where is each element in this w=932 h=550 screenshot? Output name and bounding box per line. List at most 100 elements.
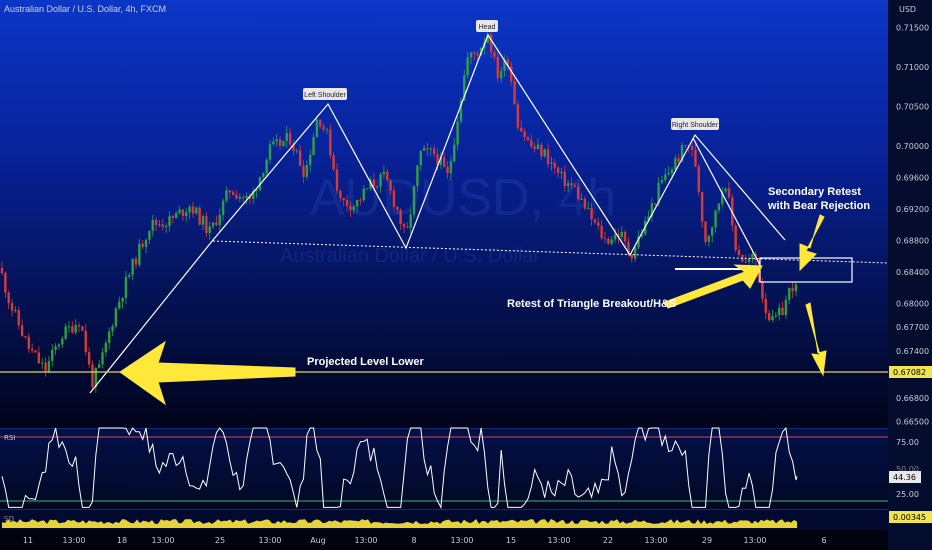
hs-pattern-line (89, 33, 786, 394)
time-tick-label: 13:00 (644, 536, 667, 545)
candle-body (24, 336, 27, 338)
candle-body (788, 287, 791, 300)
candle-body (104, 342, 108, 353)
candle-body (228, 190, 231, 193)
candle-body (603, 238, 607, 240)
candle-body (516, 104, 520, 128)
candle-body (67, 326, 71, 328)
secondary-retest-label-1: Secondary Retest (768, 186, 861, 198)
time-tick-label: 6 (821, 536, 826, 545)
indicator-area (2, 519, 797, 528)
candle-body (258, 176, 262, 191)
candle-body (711, 227, 714, 236)
price-tick-label: 0.66500 (896, 418, 929, 427)
candle-body (774, 315, 778, 317)
candle-body (677, 158, 680, 162)
svg-text:Left Shoulder: Left Shoulder (304, 92, 346, 99)
candle-body (570, 183, 573, 186)
candle-body (84, 330, 87, 353)
candle-body (476, 53, 479, 56)
candle-body (543, 149, 546, 157)
candle-body (292, 144, 295, 151)
projected-level-label: Projected Level Lower (307, 356, 424, 368)
candle-body (51, 349, 54, 361)
candle-body (91, 364, 94, 388)
candle-body (369, 179, 372, 189)
price-axis-ticks: 0.71500 0.71000 0.70500 0.70000 0.69600 0.692… (896, 24, 929, 427)
candle-body (74, 325, 77, 333)
candle-body (778, 307, 781, 316)
candle-body (523, 131, 526, 138)
candle-body (600, 225, 603, 239)
candle-body (623, 231, 627, 242)
time-tick-label: 18 (117, 536, 127, 545)
candle-body (4, 272, 7, 293)
candle-body (101, 352, 104, 365)
candle-body (667, 173, 670, 175)
candle-body (108, 331, 111, 343)
price-tick-label: 0.66800 (896, 394, 929, 403)
candle-body (148, 230, 151, 240)
candle-body (124, 276, 128, 298)
candle-body (0, 267, 4, 273)
candle-body (325, 129, 329, 131)
candle-body (208, 226, 211, 233)
candle-body (128, 274, 131, 277)
candle-body (566, 183, 570, 187)
candle-body (697, 166, 700, 192)
candle-body (419, 150, 422, 166)
candle-body (305, 164, 309, 177)
candle-body (138, 243, 141, 265)
candle-body (355, 199, 359, 207)
candle-body (97, 364, 101, 368)
candle-body (94, 367, 97, 388)
candle-body (499, 70, 503, 79)
candle-body (714, 210, 717, 228)
candle-body (248, 195, 252, 199)
candle-body (315, 119, 319, 138)
candle-body (392, 190, 396, 207)
time-axis-labels: 11 13:00 18 13:00 25 13:00 Aug 13:00 8 13:00 15 13:… (23, 536, 827, 545)
candle-body (794, 284, 798, 292)
candle-body (536, 144, 540, 149)
annotation-arrows (119, 214, 827, 406)
candle-body (231, 192, 235, 195)
candle-body (10, 303, 14, 311)
candle-body (54, 346, 57, 350)
rsi-tick-middle: 50.00 (896, 465, 919, 474)
neckline (212, 240, 889, 264)
candle-body (513, 81, 516, 105)
candle-body (402, 224, 406, 227)
price-tick-label: 0.70500 (896, 102, 929, 111)
candle-body (71, 326, 74, 333)
candle-body (751, 254, 754, 259)
time-tick-label: 13:00 (450, 536, 473, 545)
candle-body (61, 338, 64, 345)
candle-body (510, 66, 513, 82)
candle-body (406, 226, 409, 228)
label-left-shoulder: Left Shoulder (303, 88, 347, 100)
candle-body (553, 162, 556, 168)
candle-body (242, 196, 245, 198)
candle-body (118, 301, 121, 309)
candle-body (727, 188, 731, 198)
svg-text:0.00345: 0.00345 (893, 513, 926, 522)
candle-body (560, 171, 563, 174)
candle-body (372, 179, 376, 187)
candle-body (436, 154, 439, 165)
candle-body (540, 144, 543, 157)
watermark-description: Australian Dollar / U.S. Dollar (280, 245, 540, 267)
candle-body (416, 165, 419, 187)
candle-body (178, 209, 181, 214)
price-tick-label: 0.71500 (896, 24, 929, 33)
candle-body (613, 234, 617, 240)
candle-body (131, 258, 134, 275)
currency-label: USD (899, 5, 916, 14)
price-tick-label: 0.69600 (896, 173, 929, 182)
candle-body (181, 209, 185, 217)
time-tick-label: 13:00 (354, 536, 377, 545)
price-tick-label: 0.67400 (896, 347, 929, 356)
candle-body (27, 336, 30, 349)
candle-body (633, 247, 637, 259)
